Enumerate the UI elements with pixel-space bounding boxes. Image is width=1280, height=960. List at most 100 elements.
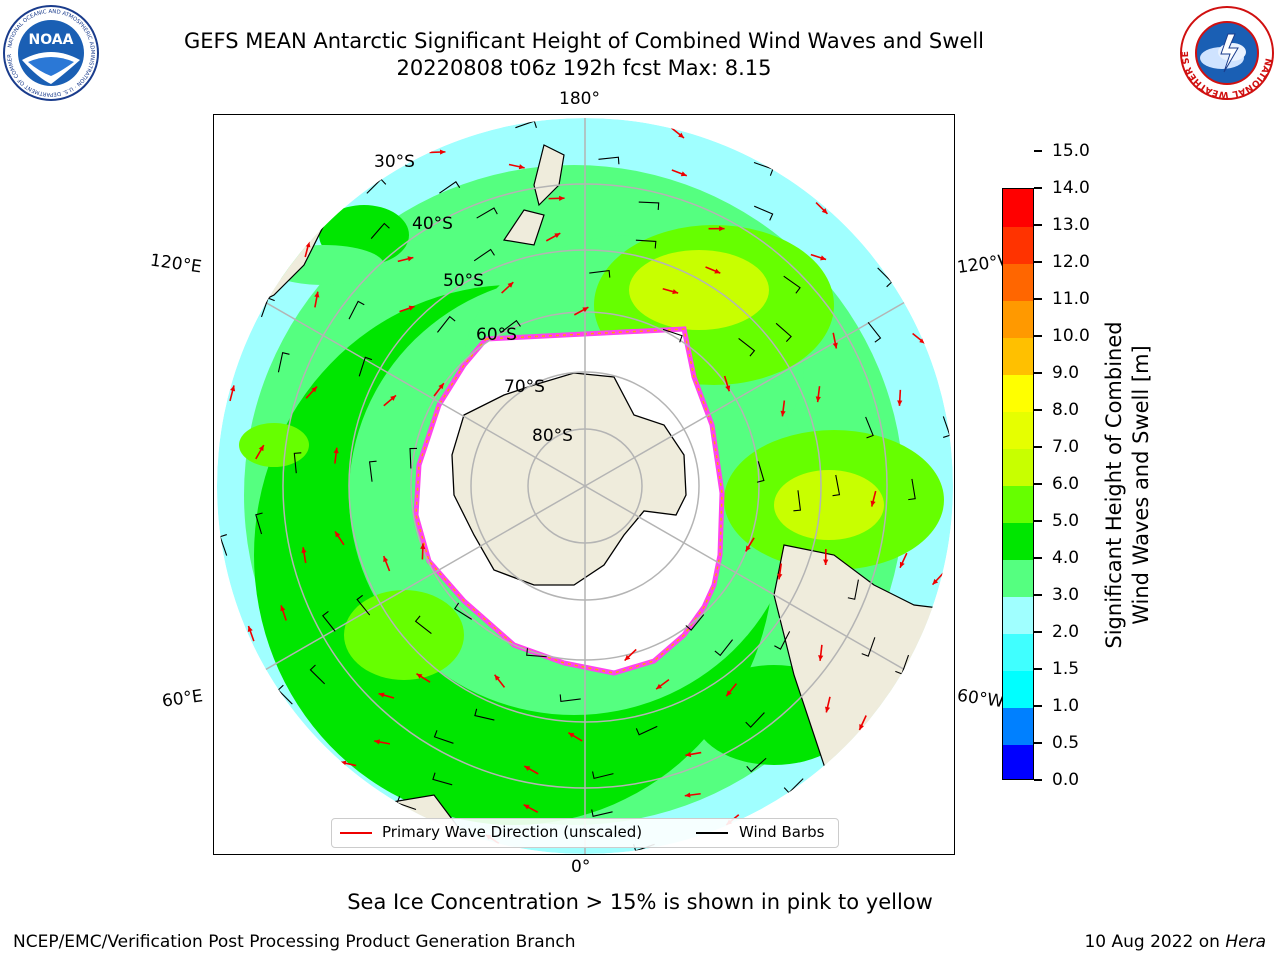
wave-direction-arrowhead: [870, 500, 876, 507]
wind-barb: [473, 248, 495, 262]
wave-direction-arrowhead: [280, 605, 286, 612]
colorbar-tick-label: 1.0: [1052, 696, 1080, 716]
colorbar-tick-mark: [1034, 742, 1042, 744]
colorbar-tick-mark: [1034, 668, 1042, 670]
wave-direction-arrowhead: [524, 766, 531, 771]
colorbar-segment: [1003, 633, 1033, 671]
wave-direction-arrowhead: [777, 573, 783, 580]
wave-direction-legend-label: Primary Wave Direction (unscaled): [382, 823, 643, 841]
colorbar-tick-mark: [1034, 520, 1042, 522]
wave-direction-arrowhead: [780, 410, 786, 417]
wind-barb: [591, 809, 613, 818]
colorbar-label: Significant Height of Combined Wind Wave…: [1101, 275, 1155, 695]
wind-barb: [754, 205, 774, 221]
colorbar-tick-mark: [1034, 409, 1042, 411]
longitude-label-60e: 60°E: [160, 686, 205, 712]
wave-direction-arrowhead: [859, 724, 865, 731]
sea-ice-note: Sea Ice Concentration > 15% is shown in …: [347, 890, 933, 914]
wave-direction-arrowhead: [420, 543, 426, 549]
colorbar-tick-mark: [1034, 150, 1042, 152]
wind-barb: [277, 351, 290, 373]
colorbar-label-line1: Significant Height of Combined: [1102, 321, 1126, 649]
longitude-label-120e: 120°E: [148, 250, 203, 278]
wind-barb: [526, 648, 547, 658]
wave-direction-arrowhead: [818, 655, 824, 661]
wave-direction-arrowhead: [258, 445, 264, 452]
wave-direction-arrowhead: [820, 255, 827, 261]
wave-direction-arrowhead: [678, 132, 685, 139]
wind-barb: [746, 757, 767, 773]
colorbar-segment: [1003, 189, 1033, 227]
colorbar-segment: [1003, 448, 1033, 486]
nws-logo: NATIONAL WEATHER SERVICE: [1175, 0, 1276, 102]
latitude-label-40s: 40°S: [412, 214, 453, 234]
wind-barb: [592, 771, 614, 780]
wave-direction-arrowhead: [408, 305, 415, 311]
wave-direction-arrowhead: [383, 556, 389, 563]
wind-barb: [865, 416, 874, 439]
wind-barb: [738, 338, 756, 357]
wind-barb: [322, 611, 336, 632]
wave-direction-arrowhead: [247, 626, 253, 632]
wave-direction-arrowhead: [494, 674, 501, 681]
wave-direction-arrowhead: [523, 804, 530, 810]
wave-direction-arrowhead: [582, 307, 589, 313]
wave-direction-arrowhead: [340, 760, 347, 766]
wave-direction-arrowhead: [416, 673, 423, 679]
wave-direction-arrowhead: [680, 171, 687, 177]
latitude-label-30s: 30°S: [374, 152, 415, 172]
colorbar-tick-mark: [1034, 557, 1042, 559]
colorbar-tick-label: 5.0: [1052, 511, 1080, 531]
wave-direction-arrowhead: [745, 545, 751, 552]
wind-barb: [368, 460, 377, 482]
wind-barb-legend-swatch: [696, 832, 728, 834]
colorbar-tick-label: 0.5: [1052, 733, 1080, 753]
colorbar: [1002, 188, 1034, 780]
colorbar-tick-label: 15.0: [1052, 141, 1090, 161]
map-title: GEFS MEAN Antarctic Significant Height o…: [183, 29, 985, 53]
colorbar-tick-label: 3.0: [1052, 585, 1080, 605]
wind-barb: [433, 730, 454, 744]
colorbar-tick-label: 13.0: [1052, 215, 1090, 235]
wind-barb: [598, 156, 620, 165]
longitude-label-60w: 60°W: [955, 685, 1006, 713]
colorbar-label-line2: Wind Waves and Swell [m]: [1129, 345, 1153, 625]
wind-barb: [559, 694, 581, 703]
wind-barb: [437, 315, 456, 333]
credit-text: NCEP/EMC/Verification Post Processing Pr…: [13, 932, 576, 952]
colorbar-tick-label: 2.0: [1052, 622, 1080, 642]
wind-barb: [635, 725, 658, 736]
wave-direction-arrowhead: [932, 578, 939, 585]
wind-barb: [348, 300, 365, 320]
colorbar-tick-mark: [1034, 779, 1042, 781]
wave-direction-arrowhead: [714, 268, 721, 274]
wave-direction-arrowhead: [230, 385, 236, 392]
wave-direction-arrowhead: [554, 233, 561, 239]
wind-barb: [635, 239, 657, 249]
wave-direction-arrowhead: [305, 241, 311, 248]
colorbar-tick-mark: [1034, 705, 1042, 707]
wind-barb: [685, 614, 705, 631]
longitude-label-180: 180°: [559, 89, 600, 109]
wind-barb: [793, 490, 802, 512]
wave-direction-arrowhead: [823, 559, 829, 565]
colorbar-tick-mark: [1034, 594, 1042, 596]
wave-direction-arrowhead: [719, 226, 725, 232]
wave-direction-arrowhead: [438, 383, 444, 390]
wind-barb: [474, 708, 495, 721]
wave-direction-arrowhead: [333, 447, 339, 454]
colorbar-segment: [1003, 596, 1033, 634]
wind-barb: [293, 452, 302, 474]
colorbar-segment: [1003, 337, 1033, 375]
colorbar-tick-label: 7.0: [1052, 437, 1080, 457]
wind-barb: [832, 474, 841, 497]
wave-direction-arrowhead: [439, 149, 446, 155]
colorbar-tick-label: 1.5: [1052, 659, 1080, 679]
wind-barb: [745, 712, 765, 728]
colorbar-tick-mark: [1034, 298, 1042, 300]
wind-barb: [638, 201, 660, 210]
wave-direction-arrowhead: [507, 282, 514, 288]
colorbar-tick-label: 14.0: [1052, 178, 1090, 198]
wind-barb: [255, 512, 263, 535]
wind-barb: [309, 664, 326, 685]
